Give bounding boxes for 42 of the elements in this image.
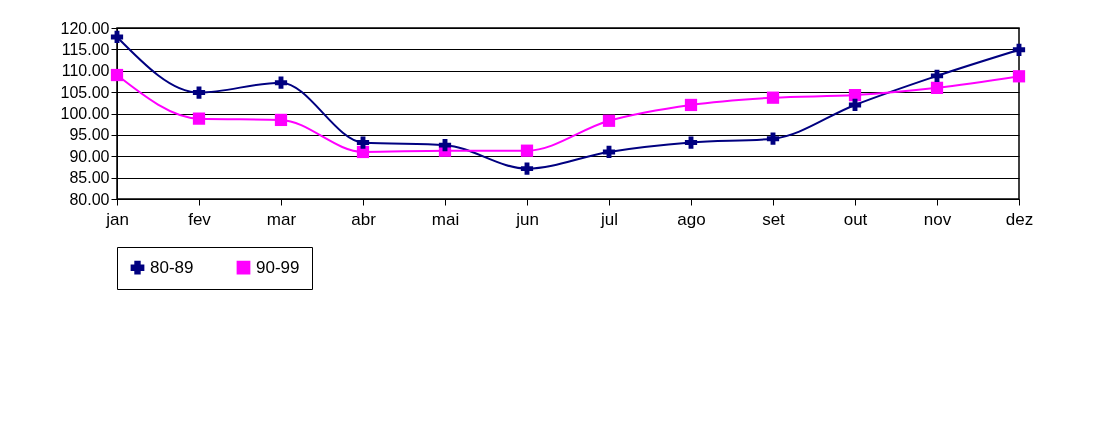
- point: [520, 162, 534, 175]
- point: [1012, 70, 1026, 83]
- point: [192, 86, 206, 99]
- x-tick-label: mai: [431, 209, 460, 229]
- x-tick-label: jul: [599, 209, 619, 229]
- y-tick-label: 105.00: [60, 83, 110, 101]
- point: [930, 69, 944, 82]
- x-tick-label: abr: [351, 209, 377, 229]
- x-tick-label: nov: [923, 209, 952, 229]
- legend-label: 80-89: [150, 257, 194, 277]
- y-tick-label: 120.00: [60, 19, 110, 37]
- y-tick-label: 100.00: [60, 105, 110, 122]
- y-tick-label: 90.00: [69, 147, 110, 165]
- y-tick-label: 85.00: [69, 169, 110, 187]
- y-tick-label: 115.00: [61, 40, 110, 58]
- point: [766, 132, 780, 145]
- x-tick-label: dez: [1005, 209, 1034, 229]
- x-tick-label: jun: [515, 209, 539, 229]
- y-tick-label: 80.00: [69, 190, 110, 208]
- point: [438, 139, 452, 152]
- x-tick-label: out: [843, 209, 868, 229]
- point: [848, 88, 862, 102]
- point: [684, 98, 698, 112]
- x-tick-label: jan: [105, 209, 129, 229]
- legend-label: 90-99: [256, 257, 300, 277]
- y-tick-label: 110.00: [61, 62, 110, 80]
- point: [930, 81, 944, 94]
- x-tick-label: ago: [677, 209, 706, 229]
- x-tick-label: set: [762, 209, 786, 229]
- point: [602, 114, 616, 127]
- point: [274, 113, 288, 127]
- point: [356, 136, 370, 149]
- point: [766, 91, 780, 104]
- y-tick-label: 95.00: [69, 126, 110, 144]
- point: [192, 112, 206, 125]
- point: [684, 136, 698, 149]
- point: [274, 76, 288, 89]
- point: [110, 68, 124, 82]
- x-tick-label: mar: [266, 209, 297, 229]
- x-tick-label: fev: [188, 209, 212, 229]
- point: [1012, 43, 1026, 56]
- point: [520, 144, 534, 157]
